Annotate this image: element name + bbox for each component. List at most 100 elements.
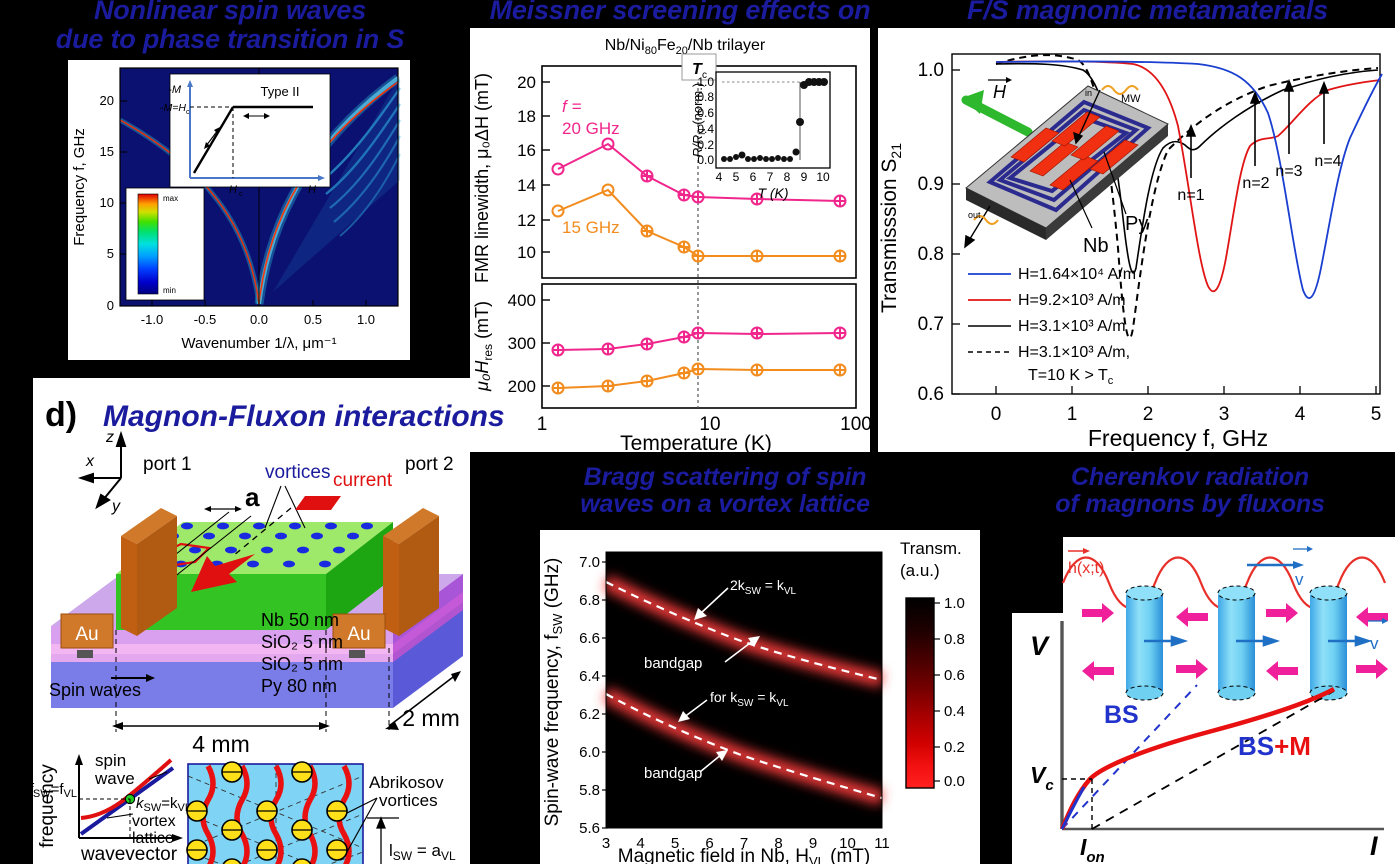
panel4-title: Magnon-Fluxon interactions: [103, 400, 505, 433]
panel5-cbar-tick-4: 0.2: [944, 739, 965, 756]
panel1-title: Nonlinear spin waves due to phase transi…: [0, 0, 460, 53]
panel4-current-dash: [232, 507, 292, 557]
panel3-ytick-3: 0.9: [918, 174, 944, 195]
panel4-sub2-lsw-line1: lSW = aVL: [389, 841, 456, 863]
panel5-xlabel-b: (mT): [825, 846, 870, 864]
panel1-inset-xtick-sub: c: [239, 191, 243, 198]
panel2-top-ytick-5: 20: [517, 73, 536, 92]
panel5-ytick-5: 6.6: [579, 630, 600, 647]
panel5-annotations: 2kSW = kVL bandgap for kSW = kVL bandgap: [644, 577, 797, 782]
panel1-ytick-3: 15: [100, 144, 114, 159]
panel5-ann1-b: = k: [761, 577, 785, 593]
panel4-au-right: [332, 613, 386, 649]
panel2-ylabel-bottom-a: μ₀H: [472, 360, 492, 392]
panel2-xlabel: Temperature (K): [620, 432, 772, 455]
panel2-title-sub1: 80: [645, 45, 657, 57]
panel4-sub2-lsw-line2: = 2p/kVL: [397, 861, 459, 864]
panel2-top-ytick-1: 12: [517, 211, 536, 230]
panel6-velocity-arrows: [1144, 635, 1373, 647]
panel4-sub2-vortices: [186, 761, 348, 864]
panel3-yaxis: 0.6 0.7 0.8 0.9 1.0: [918, 60, 960, 405]
panel2-svg: Nb/Ni80Fe20/Nb trilayer T c: [472, 37, 872, 455]
panel3-arrow-label-3: n=4: [1314, 153, 1341, 170]
panel1-inset-xaxis: H: [308, 184, 316, 196]
panel2-bottom-15ghz-markers: [551, 362, 847, 395]
panel2-top-series: [551, 137, 847, 263]
panel3-device-sketch: H: [961, 77, 1169, 257]
panel1-colorbar: max min: [125, 187, 205, 301]
panel6-magnon-arrows: [1082, 603, 1388, 681]
panel6-Vc-label: Vc: [1030, 762, 1054, 794]
panel2-inset-xlabel: T (K): [757, 185, 788, 201]
panel6-bs-line: [1061, 684, 1198, 830]
panel3-H-label: H: [993, 82, 1007, 102]
panel3-mw-wave-in: [1101, 85, 1139, 95]
panel2-inset-xtick-4: 8: [784, 170, 791, 184]
panel4-au-label-left: Au: [75, 624, 98, 645]
panel3-legend-text-0: H=1.64×10⁴ A/m: [1018, 266, 1136, 283]
panel2-inset-ytick-2: 0.4: [697, 122, 714, 136]
panel5-cbar-title-l1: Transm.: [900, 539, 962, 558]
panel4-current-arrow: [191, 554, 255, 592]
panel4-layer-labels: Nb 50 nm SiO₂ 5 nm SiO₂ 5 nm Py 80 nm: [261, 610, 343, 696]
panel4-axes: [77, 430, 127, 510]
panel2-ylabel-bottom: μ₀Hres (mT): [472, 301, 495, 392]
panel5-cbar-tick-2: 0.6: [944, 667, 965, 684]
panel6-fluxons: [1125, 585, 1348, 701]
panel5-xlabel-sub: VL: [809, 854, 825, 864]
panel4-svg: d) Magnon-Fluxon interactions z x y: [29, 396, 505, 864]
panel5-xtick-1: 4: [636, 835, 644, 852]
panel3-ytick-0: 0.6: [918, 384, 944, 405]
panel4-sub2-lsw: [367, 816, 399, 864]
panel5-xtick-7: 10: [839, 835, 856, 852]
panel1-ytick-1: 5: [107, 246, 114, 261]
panel2-bottom-ytick-0: 200: [508, 377, 536, 396]
panel6-sketch: h(x;t) v: [1061, 546, 1388, 701]
panel5-ylabel-a: Spin-wave frequency, f: [542, 634, 563, 827]
panel4-sub1-f-sub2: VL: [64, 788, 77, 800]
panel3-ytick-1: 0.7: [918, 314, 944, 335]
panel4-sub2-abrikosov-l2: vortices: [379, 791, 438, 810]
panel5-xtick-2: 5: [671, 835, 679, 852]
panel2-inset-xtick-2: 6: [750, 170, 757, 184]
panel3-in-label: in: [1085, 88, 1092, 98]
panel1-colorbar-max: max: [163, 194, 178, 203]
panel3-xaxis: 0 1 2 3 4 5: [991, 386, 1381, 425]
panel2-figure: Nb/Ni80Fe20/Nb trilayer T c: [470, 28, 872, 455]
panel2-ann-15ghz: 15 GHz: [562, 218, 620, 237]
panel6-title-line1: Cherenkov radiation: [1071, 463, 1309, 491]
panel5-ann3-b: = k: [753, 689, 777, 705]
panel4-figure: d) Magnon-Fluxon interactions z x y: [29, 378, 505, 864]
panel3-py-label: Py: [1125, 213, 1148, 235]
panel4-sub2-lsw-mid: = a: [412, 841, 441, 860]
panel2-inset-xticks: 4 5 6 7 8 9 10: [716, 170, 830, 184]
panel3-figure: n=1 n=2 n=3 n=4 H: [878, 28, 1395, 452]
panel4-sub1-k-a: k: [136, 795, 145, 812]
panel4-sub2-lsw-b: = 2p/k: [397, 861, 444, 864]
panel5-ytick-3: 6.2: [579, 706, 600, 723]
panel3-ylabel-sub: 21: [888, 143, 904, 159]
panel2-tc-sub: c: [702, 70, 707, 81]
panel3-xtick-2: 2: [1143, 404, 1154, 425]
panel6-h-label: h(x;t): [1068, 560, 1104, 577]
panel1-inset: -M -M=H c H c H Type II: [160, 73, 331, 198]
panel2-title-end: /Nb trilayer: [688, 37, 766, 54]
panel5-xtick-5: 8: [774, 835, 782, 852]
panel3-arrow-label-0: n=1: [1177, 187, 1204, 204]
panel2-inset-ytick-5: 1.0: [697, 75, 714, 89]
panel6-Ion-label: Ion: [1080, 834, 1105, 864]
panel4-sub1-k-sub1: SW: [144, 802, 162, 814]
panel5-ann3-a: for k: [710, 689, 738, 705]
panel5-ytick-6: 6.8: [579, 592, 600, 609]
panel4-port1: port 1: [143, 454, 192, 475]
panel2-tc-box: [681, 53, 717, 81]
panel6-I-label: I: [1370, 831, 1378, 861]
panel4-dimensions: 4 mm 2 mm: [112, 630, 461, 757]
panel1-xtick-2: 0.0: [250, 312, 268, 327]
panel6-Vc-sub: c: [1045, 777, 1054, 794]
panel4-sub1-xlabel: wavevector: [80, 844, 178, 864]
panel3-legend-text-2: H=3.1×10³ A/m: [1018, 318, 1126, 335]
panel1-xtick-3: 0.5: [304, 312, 322, 327]
panel4-sub1-sw-line: [80, 758, 173, 820]
panel1-dispersion: [118, 68, 401, 306]
